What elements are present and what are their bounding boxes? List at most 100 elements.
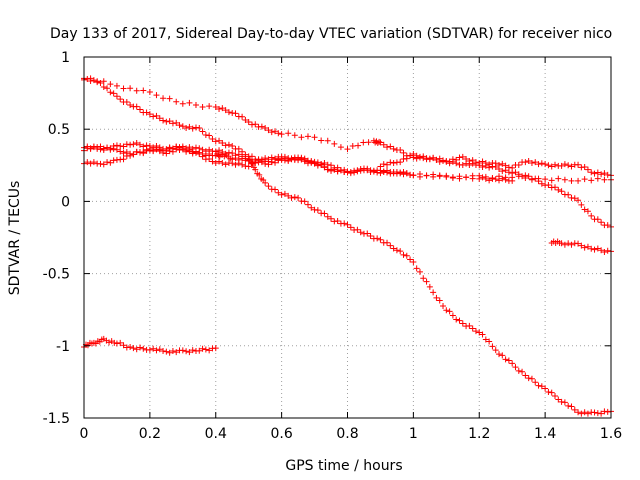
data-point — [486, 164, 493, 171]
data-point — [380, 168, 387, 175]
data-point — [449, 312, 456, 319]
data-point — [367, 233, 374, 240]
data-point — [377, 139, 384, 146]
data-point — [202, 131, 209, 138]
data-point — [212, 159, 219, 166]
data-point — [545, 181, 552, 188]
data-point — [344, 169, 351, 176]
data-point — [324, 213, 331, 220]
data-point — [146, 111, 153, 118]
data-point — [206, 146, 213, 153]
data-point — [548, 163, 555, 170]
data-point — [410, 259, 417, 266]
data-point — [94, 79, 101, 86]
data-point — [196, 347, 203, 354]
data-point — [133, 140, 140, 147]
data-point — [206, 347, 213, 354]
data-point — [100, 145, 107, 152]
data-point — [357, 167, 364, 174]
data-point — [443, 172, 450, 179]
data-point — [598, 410, 605, 417]
data-point — [578, 410, 585, 417]
data-point — [370, 168, 377, 175]
data-point — [360, 167, 367, 174]
data-point — [519, 368, 526, 375]
data-point — [525, 157, 532, 164]
data-point — [229, 160, 236, 167]
data-point — [502, 356, 509, 363]
data-point — [486, 177, 493, 184]
data-point — [140, 345, 147, 352]
data-point — [538, 180, 545, 187]
data-point — [492, 164, 499, 171]
data-point — [463, 174, 470, 181]
data-point — [578, 201, 585, 208]
data-point — [588, 245, 595, 252]
data-point — [189, 145, 196, 152]
data-point — [110, 90, 117, 97]
data-point — [90, 143, 97, 150]
y-tick-label: -1.5 — [43, 411, 70, 427]
data-point — [387, 143, 394, 150]
data-point — [469, 160, 476, 167]
data-point — [248, 153, 255, 160]
data-point — [222, 161, 229, 168]
data-point — [123, 344, 130, 351]
data-point — [173, 349, 180, 356]
data-point — [239, 161, 246, 168]
data-point — [324, 166, 331, 173]
data-point — [225, 109, 232, 116]
data-point — [410, 151, 417, 158]
data-point — [515, 171, 522, 178]
data-point — [328, 215, 335, 222]
x-tick-label: 1.2 — [468, 426, 490, 442]
data-point — [410, 172, 417, 179]
data-point — [542, 385, 549, 392]
data-point — [601, 408, 608, 415]
data-point — [268, 154, 275, 161]
data-point — [225, 149, 232, 156]
data-point — [449, 158, 456, 165]
x-tick-label: 1.6 — [600, 426, 622, 442]
data-point — [594, 216, 601, 223]
data-point — [192, 149, 199, 156]
data-point — [94, 144, 101, 151]
series-track-5 — [81, 143, 614, 417]
data-point — [133, 149, 140, 156]
data-point — [365, 139, 372, 146]
data-point — [453, 316, 460, 323]
data-point — [87, 145, 94, 152]
data-point — [604, 171, 611, 178]
data-point — [459, 153, 466, 160]
data-point — [575, 177, 582, 184]
data-point — [601, 176, 608, 183]
y-tick-label: -0.5 — [43, 267, 70, 283]
x-tick-label: 0.4 — [205, 426, 227, 442]
data-point — [239, 113, 246, 120]
data-point — [601, 170, 608, 177]
data-point — [416, 173, 423, 180]
data-point — [219, 140, 226, 147]
data-point — [278, 131, 285, 138]
data-point — [561, 399, 568, 406]
data-point — [183, 125, 190, 132]
data-point — [212, 138, 219, 145]
y-axis-label: SDTVAR / TECUs — [7, 181, 23, 296]
data-point — [248, 160, 255, 167]
data-point — [166, 118, 173, 125]
data-point — [278, 191, 285, 198]
data-point — [199, 146, 206, 153]
data-point — [153, 92, 160, 99]
data-point — [456, 317, 463, 324]
data-point — [456, 154, 463, 161]
data-point — [97, 160, 104, 167]
data-point — [463, 160, 470, 167]
data-point — [291, 132, 298, 139]
data-point — [110, 157, 117, 164]
data-point — [522, 159, 529, 166]
y-tick-label: -1 — [56, 339, 70, 355]
data-point — [127, 85, 134, 92]
data-point — [384, 167, 391, 174]
data-point — [229, 150, 236, 157]
data-point — [492, 176, 499, 183]
